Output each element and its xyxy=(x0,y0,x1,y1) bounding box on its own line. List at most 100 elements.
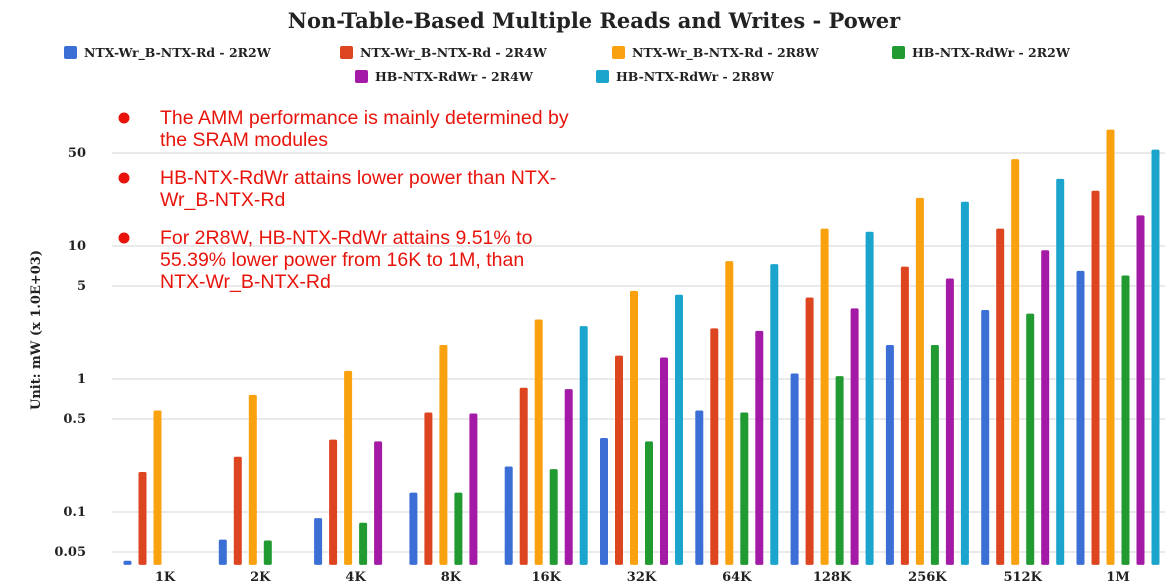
gridlines xyxy=(112,152,1165,553)
x-tick-label: 64K xyxy=(722,570,752,584)
y-tick-label: 50 xyxy=(68,146,86,161)
bar-256K-series-6 xyxy=(960,201,969,565)
bar-512K-series-3 xyxy=(1011,159,1020,565)
bar-512K-series-4 xyxy=(1026,313,1035,565)
bar-64K-series-1 xyxy=(695,410,704,565)
bar-128K-series-1 xyxy=(790,373,799,565)
bar-128K-series-2 xyxy=(805,297,814,565)
y-axis-label: Unit: mW (x 1.0E+03) xyxy=(29,250,44,410)
y-tick-label: 0.05 xyxy=(54,545,86,560)
bar-256K-series-3 xyxy=(915,197,924,565)
bar-512K-series-2 xyxy=(996,228,1005,565)
bar-1K-series-3 xyxy=(153,410,162,565)
bar-32K-series-2 xyxy=(615,355,623,565)
bar-8K-series-2 xyxy=(424,412,433,565)
bars-group xyxy=(123,129,1160,565)
legend-swatch xyxy=(596,70,609,83)
bar-16K-series-3 xyxy=(534,319,543,565)
bar-4K-series-1 xyxy=(314,518,323,565)
bar-512K-series-5 xyxy=(1041,250,1050,565)
bar-32K-series-6 xyxy=(675,294,683,565)
x-tick-label: 16K xyxy=(532,570,562,584)
legend-label: NTX-Wr_B-NTX-Rd - 2R8W xyxy=(632,45,820,61)
bar-32K-series-4 xyxy=(645,441,653,565)
x-axis-ticks: 1K 2K 4K 8K 16K 32K 64K 128K 256K 512K 1M xyxy=(155,570,1130,584)
bar-2K-series-2 xyxy=(233,456,242,565)
bar-128K-series-6 xyxy=(865,231,874,565)
x-tick-label: 1M xyxy=(1106,570,1129,584)
legend-label: HB-NTX-RdWr - 2R8W xyxy=(616,69,775,84)
annotation-line: 55.39% lower power from 16K to 1M, than xyxy=(160,249,524,271)
chart-legend: NTX-Wr_B-NTX-Rd - 2R2W NTX-Wr_B-NTX-Rd - … xyxy=(64,45,1071,84)
annotation-bullet xyxy=(118,232,130,244)
legend-label: HB-NTX-RdWr - 2R2W xyxy=(912,45,1071,60)
bar-1M-series-6 xyxy=(1151,149,1160,565)
y-tick-label: 1 xyxy=(77,372,86,387)
bar-1M-series-2 xyxy=(1091,190,1100,565)
x-tick-label: 4K xyxy=(345,570,366,584)
bar-64K-series-4 xyxy=(740,412,749,565)
legend-label: HB-NTX-RdWr - 2R4W xyxy=(375,69,534,84)
bar-128K-series-4 xyxy=(835,376,844,565)
bar-4K-series-2 xyxy=(329,439,338,565)
annotation-line: HB-NTX-RdWr attains lower power than NTX… xyxy=(160,167,556,189)
bar-4K-series-4 xyxy=(359,522,368,565)
bar-16K-series-2 xyxy=(519,387,528,565)
bar-256K-series-2 xyxy=(900,266,909,565)
bar-2K-series-1 xyxy=(218,539,227,565)
legend-swatch xyxy=(892,46,905,59)
bar-128K-series-5 xyxy=(850,308,859,565)
bar-256K-series-1 xyxy=(885,345,894,565)
x-tick-label: 8K xyxy=(441,570,462,584)
bar-128K-series-3 xyxy=(820,228,829,565)
bar-16K-series-4 xyxy=(549,469,558,565)
x-tick-label: 2K xyxy=(250,570,271,584)
bar-4K-series-5 xyxy=(374,441,383,565)
x-tick-label: 512K xyxy=(1003,570,1042,584)
y-tick-label: 0.5 xyxy=(63,412,86,427)
annotation-line: Wr_B-NTX-Rd xyxy=(160,189,285,211)
x-tick-label: 1K xyxy=(155,570,176,584)
bar-512K-series-1 xyxy=(981,310,990,565)
bar-8K-series-3 xyxy=(439,345,448,565)
annotation-bullet xyxy=(118,112,130,124)
bar-4K-series-3 xyxy=(344,370,353,565)
bar-16K-series-5 xyxy=(564,389,573,565)
bar-256K-series-4 xyxy=(930,345,939,565)
x-tick-label: 128K xyxy=(813,570,852,584)
bar-256K-series-5 xyxy=(945,278,954,565)
legend-label: NTX-Wr_B-NTX-Rd - 2R2W xyxy=(84,45,272,61)
bar-1M-series-5 xyxy=(1136,215,1145,565)
bar-32K-series-3 xyxy=(630,290,638,565)
bar-512K-series-6 xyxy=(1056,178,1065,565)
annotation-line: NTX-Wr_B-NTX-Rd xyxy=(160,271,331,293)
bar-1M-series-4 xyxy=(1121,275,1130,565)
annotation-line: the SRAM modules xyxy=(160,129,328,151)
bar-1M-series-3 xyxy=(1106,129,1115,565)
annotation-list: The AMM performance is mainly determined… xyxy=(118,107,569,293)
bar-64K-series-6 xyxy=(770,264,779,565)
chart-title: Non-Table-Based Multiple Reads and Write… xyxy=(288,8,901,33)
annotation-bullet xyxy=(118,172,130,184)
y-tick-label: 0.1 xyxy=(63,505,86,520)
bar-2K-series-3 xyxy=(248,394,257,565)
bar-1K-series-1 xyxy=(123,560,132,565)
y-axis-ticks: 0.05 0.1 0.5 1 5 10 50 xyxy=(54,146,86,560)
bar-32K-series-5 xyxy=(660,357,668,565)
legend-swatch xyxy=(340,46,353,59)
bar-16K-series-1 xyxy=(504,466,513,565)
bar-8K-series-1 xyxy=(409,492,418,565)
annotation-line: The AMM performance is mainly determined… xyxy=(160,107,569,129)
annotation-line: For 2R8W, HB-NTX-RdWr attains 9.51% to xyxy=(160,227,533,249)
bar-16K-series-6 xyxy=(579,326,588,565)
legend-label: NTX-Wr_B-NTX-Rd - 2R4W xyxy=(360,45,548,61)
bar-64K-series-3 xyxy=(725,261,734,565)
legend-swatch xyxy=(355,70,368,83)
bar-1M-series-1 xyxy=(1076,270,1085,565)
bar-2K-series-4 xyxy=(263,540,272,565)
bar-1K-series-2 xyxy=(138,471,147,565)
y-tick-label: 10 xyxy=(68,239,86,254)
x-tick-label: 256K xyxy=(908,570,947,584)
bar-64K-series-2 xyxy=(710,328,719,565)
